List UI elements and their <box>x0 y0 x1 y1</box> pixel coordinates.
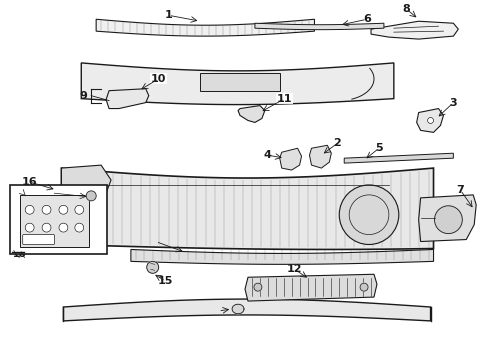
Text: 19: 19 <box>15 187 28 197</box>
Circle shape <box>86 191 96 201</box>
Polygon shape <box>232 304 244 314</box>
Text: 17: 17 <box>35 187 48 197</box>
Polygon shape <box>20 195 89 247</box>
Text: 6: 6 <box>363 14 370 24</box>
Text: 9: 9 <box>79 91 87 101</box>
Polygon shape <box>63 299 429 321</box>
Circle shape <box>75 205 83 214</box>
Polygon shape <box>279 148 301 170</box>
FancyBboxPatch shape <box>22 235 54 244</box>
Polygon shape <box>344 153 452 163</box>
Polygon shape <box>81 63 393 105</box>
Text: 7: 7 <box>455 185 463 195</box>
Text: 11: 11 <box>276 94 292 104</box>
Polygon shape <box>370 21 457 39</box>
Circle shape <box>359 283 367 291</box>
Circle shape <box>253 283 262 291</box>
Text: 13: 13 <box>210 306 225 316</box>
Polygon shape <box>416 109 443 132</box>
Circle shape <box>339 185 398 244</box>
Circle shape <box>42 223 51 232</box>
Circle shape <box>42 205 51 214</box>
Bar <box>200 73 279 91</box>
Polygon shape <box>254 23 383 30</box>
Polygon shape <box>418 195 475 242</box>
Polygon shape <box>96 19 314 36</box>
Circle shape <box>427 117 433 123</box>
Polygon shape <box>61 168 433 249</box>
Circle shape <box>25 223 34 232</box>
Text: 12: 12 <box>286 264 302 274</box>
Polygon shape <box>244 274 376 301</box>
Text: 5: 5 <box>374 143 382 153</box>
Text: 15: 15 <box>158 276 173 286</box>
Polygon shape <box>61 165 111 235</box>
Circle shape <box>75 223 83 232</box>
Circle shape <box>59 205 68 214</box>
Text: 3: 3 <box>448 98 456 108</box>
Text: 2: 2 <box>333 138 341 148</box>
Text: 10: 10 <box>151 74 166 84</box>
Text: 16: 16 <box>22 177 38 187</box>
Polygon shape <box>131 249 433 264</box>
Circle shape <box>25 205 34 214</box>
Circle shape <box>146 261 158 273</box>
Polygon shape <box>309 145 331 168</box>
Circle shape <box>59 223 68 232</box>
Polygon shape <box>238 105 264 122</box>
Text: 18: 18 <box>13 249 26 260</box>
FancyBboxPatch shape <box>10 185 107 255</box>
Text: 1: 1 <box>164 10 172 20</box>
Text: 4: 4 <box>264 150 271 160</box>
Text: 8: 8 <box>402 4 410 14</box>
Text: 14: 14 <box>147 237 163 247</box>
Polygon shape <box>106 89 148 109</box>
Circle shape <box>434 206 461 234</box>
